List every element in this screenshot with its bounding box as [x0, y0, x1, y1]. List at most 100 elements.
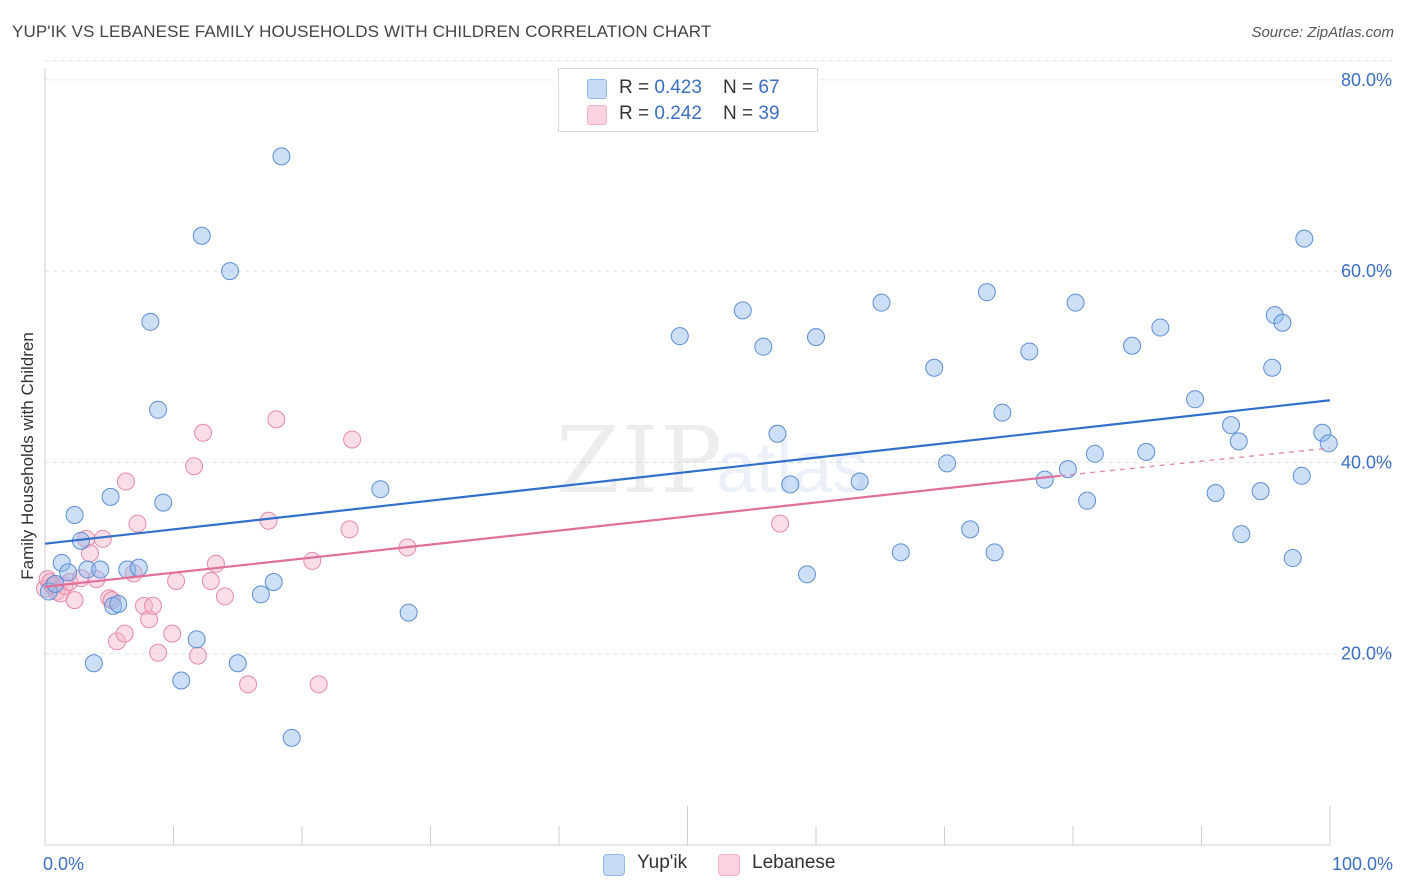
series-lebanese-points — [36, 410, 790, 694]
watermark: ZIP atlas — [556, 407, 868, 514]
yupik-point — [129, 558, 148, 577]
yupik-point — [1020, 342, 1039, 361]
x-tick-label: 0.0% — [43, 854, 84, 874]
lebanese-point — [115, 624, 134, 643]
yupik-point — [59, 563, 78, 582]
yupik-point — [1085, 444, 1104, 463]
yupik-point — [91, 560, 110, 579]
yupik-point — [891, 543, 910, 562]
yupik-point — [1151, 318, 1170, 337]
yupik-point — [1186, 390, 1205, 409]
lebanese-point — [65, 591, 84, 610]
yupik-point — [1295, 229, 1314, 248]
yupik-point — [1273, 313, 1292, 332]
yupik-point — [798, 565, 817, 584]
bottom-legend-swatch-yupik — [603, 854, 625, 876]
yupik-point — [1078, 491, 1097, 510]
legend-swatch-lebanese — [587, 105, 607, 125]
yupik-point — [850, 472, 869, 491]
yupik-point — [1232, 525, 1251, 544]
yupik-point — [1058, 460, 1077, 479]
yupik-point — [141, 312, 160, 331]
legend-n-value-lebanese: 39 — [758, 103, 780, 124]
watermark-atlas: atlas — [716, 428, 868, 508]
lebanese-point — [116, 472, 135, 491]
legend-swatch-yupik — [587, 79, 607, 99]
yupik-point — [1137, 442, 1156, 461]
lebanese-point — [303, 551, 322, 570]
yupik-point — [1229, 432, 1248, 451]
lebanese-point — [188, 646, 207, 665]
yupik-point — [1066, 293, 1085, 312]
lebanese-point — [267, 410, 286, 429]
lebanese-point — [194, 423, 213, 442]
lebanese-point — [60, 572, 79, 591]
yupik-point — [1206, 484, 1225, 503]
lebanese-point — [239, 675, 258, 694]
lebanese-point — [149, 643, 168, 662]
yupik-point — [172, 671, 191, 690]
lebanese-point — [771, 514, 790, 533]
lebanese-point — [215, 587, 234, 606]
lebanese-point — [343, 430, 362, 449]
yupik-point — [807, 328, 825, 347]
y-tick-label: 80.0% — [1341, 70, 1392, 90]
lebanese-point — [167, 572, 186, 591]
yupik-point — [39, 582, 58, 601]
yupik-point — [272, 147, 291, 166]
yupik-point — [961, 520, 980, 539]
yupik-point — [65, 506, 84, 525]
lebanese-point — [128, 514, 147, 533]
bottom-legend-label-lebanese: Lebanese — [752, 852, 836, 873]
yupik-point — [1263, 358, 1282, 377]
bottom-legend-label-yupik: Yup'ik — [637, 852, 688, 873]
lebanese-point — [107, 632, 126, 651]
yupik-point — [977, 283, 996, 302]
lebanese-point — [163, 624, 182, 643]
yupik-point — [1313, 423, 1332, 442]
yupik-point — [251, 585, 270, 604]
legend-n-label: N = — [723, 77, 759, 98]
yupik-point — [192, 226, 211, 245]
yupik-point — [872, 293, 891, 312]
legend-r-value-yupik: 0.423 — [654, 77, 702, 98]
legend-r-value-lebanese: 0.242 — [654, 103, 702, 124]
chart-title: YUP'IK VS LEBANESE FAMILY HOUSEHOLDS WIT… — [12, 22, 712, 41]
legend-r-label: R = — [619, 103, 655, 124]
yupik-point — [938, 454, 957, 473]
yupik-point — [993, 403, 1012, 422]
yupik-point — [1251, 482, 1270, 501]
yupik-point — [733, 301, 752, 320]
chart-source: Source: ZipAtlas.com — [1251, 24, 1394, 41]
axes — [44, 68, 1331, 846]
yupik-point — [264, 572, 283, 591]
yupik-point — [228, 654, 247, 673]
bottom-legend-swatch-lebanese — [718, 854, 740, 876]
yupik-point — [1265, 306, 1284, 325]
lebanese-point — [340, 520, 359, 539]
series-yupik-points — [39, 147, 1338, 747]
yupik-point — [985, 543, 1004, 562]
yupik-point — [1123, 336, 1142, 355]
watermark-zip: ZIP — [556, 407, 724, 514]
gridlines — [45, 60, 1392, 655]
yupik-point — [670, 327, 689, 346]
yupik-point — [101, 487, 120, 506]
trend-line-lebanese — [44, 474, 1061, 588]
yupik-point — [1292, 466, 1311, 485]
yupik-point — [1319, 434, 1338, 453]
lebanese-point — [309, 675, 328, 694]
yupik-point — [154, 493, 173, 512]
yupik-point — [52, 553, 71, 572]
x-tick-label: 100.0% — [1332, 854, 1393, 874]
yupik-point — [768, 424, 787, 443]
yupik-point — [187, 630, 206, 649]
yupik-point — [1222, 416, 1241, 435]
lebanese-point — [201, 572, 220, 591]
lebanese-point — [140, 610, 159, 629]
trend-lines — [44, 399, 1331, 588]
lebanese-point — [185, 457, 204, 476]
lebanese-point — [143, 596, 162, 615]
yupik-point — [925, 358, 944, 377]
